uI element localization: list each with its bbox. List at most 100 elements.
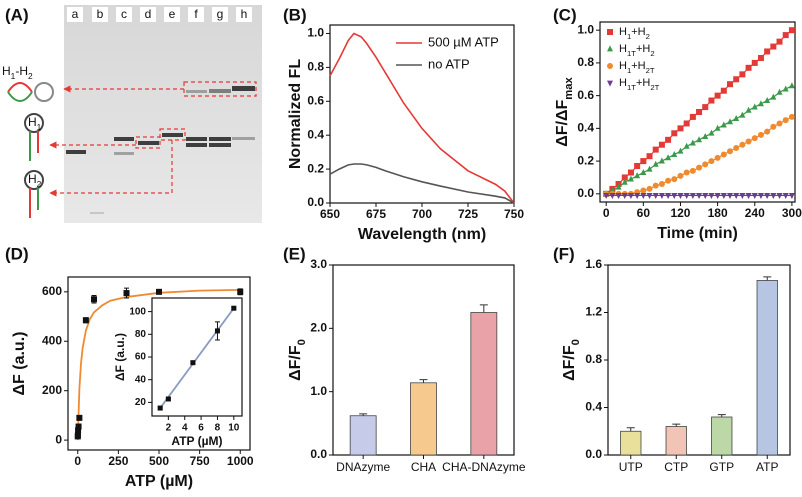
x-tick-label: 2 <box>166 423 172 434</box>
marker <box>739 141 746 148</box>
x-tick-label: UTP <box>619 460 643 474</box>
marker <box>677 147 684 154</box>
lane-label-box <box>212 7 228 22</box>
marker <box>658 181 665 187</box>
marker <box>702 193 709 200</box>
x-tick-label: 180 <box>708 206 728 220</box>
marker <box>658 157 665 164</box>
chart-panel: (F) 0.0 0.4 0.8 1.2 1.6 ΔF/F0 UTP CTP GTP ATP <box>553 244 791 474</box>
marker <box>689 167 696 174</box>
marker <box>640 187 647 194</box>
y-tick-label: 1.0 <box>310 384 327 398</box>
marker <box>708 129 715 136</box>
marker <box>671 193 678 200</box>
marker <box>702 161 709 168</box>
y-tick-label: 0.4 <box>577 121 594 135</box>
x-tick-label: 120 <box>670 206 690 220</box>
legend-label: H1+H2T <box>619 60 655 75</box>
x-tick-label: DNAzyme <box>336 460 390 474</box>
y-tick-label: 600 <box>42 284 62 298</box>
marker <box>627 175 634 182</box>
y-tick-label: 80 <box>135 329 147 340</box>
y-tick-label: 0.8 <box>307 60 324 74</box>
marker <box>696 193 703 200</box>
marker <box>689 193 696 200</box>
species-label: H1-H2 <box>2 64 33 81</box>
panel-label: (D) <box>5 244 29 263</box>
bar <box>756 280 778 456</box>
marker <box>621 174 628 181</box>
marker <box>689 113 696 120</box>
y-axis-label: ΔF/ΔFmax <box>554 77 575 147</box>
y-tick-label: 0.8 <box>585 352 602 366</box>
marker <box>745 193 752 200</box>
lane-label: h <box>241 7 248 21</box>
marker <box>776 38 783 45</box>
lane-label: c <box>121 7 127 21</box>
marker <box>190 360 196 366</box>
marker <box>603 193 610 200</box>
marker <box>720 151 727 158</box>
y-tick-label: 3.0 <box>310 257 327 271</box>
marker <box>123 290 130 297</box>
marker <box>91 296 97 303</box>
marker <box>75 423 82 430</box>
fit-line <box>159 307 235 409</box>
y-tick-label: 200 <box>42 383 62 397</box>
y-tick-label: 0.6 <box>307 93 324 107</box>
marker <box>677 193 684 200</box>
y-tick-label: 100 <box>129 306 146 317</box>
marker <box>75 427 82 434</box>
marker <box>237 288 244 295</box>
bar <box>470 312 498 456</box>
panel-label: (A) <box>5 5 29 24</box>
marker <box>82 317 89 324</box>
x-tick-label: GTP <box>709 460 734 474</box>
marker <box>757 55 764 61</box>
gel-annotations <box>49 81 257 197</box>
marker <box>634 193 641 200</box>
marker <box>652 146 659 153</box>
y-tick-label: 0.0 <box>585 447 602 461</box>
lane-label: a <box>72 7 79 21</box>
marker <box>757 193 764 200</box>
marker <box>720 193 727 200</box>
y-tick-label: 40 <box>135 374 147 385</box>
bar <box>349 415 377 456</box>
marker <box>714 154 721 161</box>
x-tick-label: 0 <box>603 206 610 220</box>
marker <box>621 193 628 200</box>
marker <box>770 43 777 50</box>
marker <box>776 120 783 127</box>
y-tick-label: 1.0 <box>307 26 324 40</box>
x-axis-label: Wavelength (nm) <box>358 226 486 243</box>
y-tick-label: 1.2 <box>585 305 602 319</box>
marker <box>782 117 789 124</box>
marker <box>157 405 163 411</box>
marker <box>764 193 771 200</box>
hairpin-icons <box>7 82 54 218</box>
marker <box>652 182 659 189</box>
panel-label: (B) <box>283 5 307 24</box>
lane-label-box <box>67 7 83 22</box>
marker <box>671 130 678 137</box>
marker <box>671 176 678 183</box>
y-tick-label: 0.4 <box>585 400 602 414</box>
y-tick-label: 0.2 <box>577 153 594 167</box>
y-axis-label: ΔF/F0 <box>561 339 582 381</box>
marker <box>627 193 634 200</box>
marker <box>727 81 733 88</box>
marker <box>665 136 672 143</box>
legend-label: 500 µM ATP <box>428 34 499 49</box>
marker <box>665 177 672 184</box>
lane-label-box <box>92 7 108 22</box>
error-bar <box>717 414 726 417</box>
marker <box>733 114 740 121</box>
marker <box>764 48 771 55</box>
marker <box>745 64 752 71</box>
y-tick-label: 0.0 <box>307 195 324 209</box>
marker <box>702 132 709 139</box>
marker <box>770 93 777 100</box>
lane-label: g <box>217 7 224 21</box>
marker <box>745 138 752 145</box>
